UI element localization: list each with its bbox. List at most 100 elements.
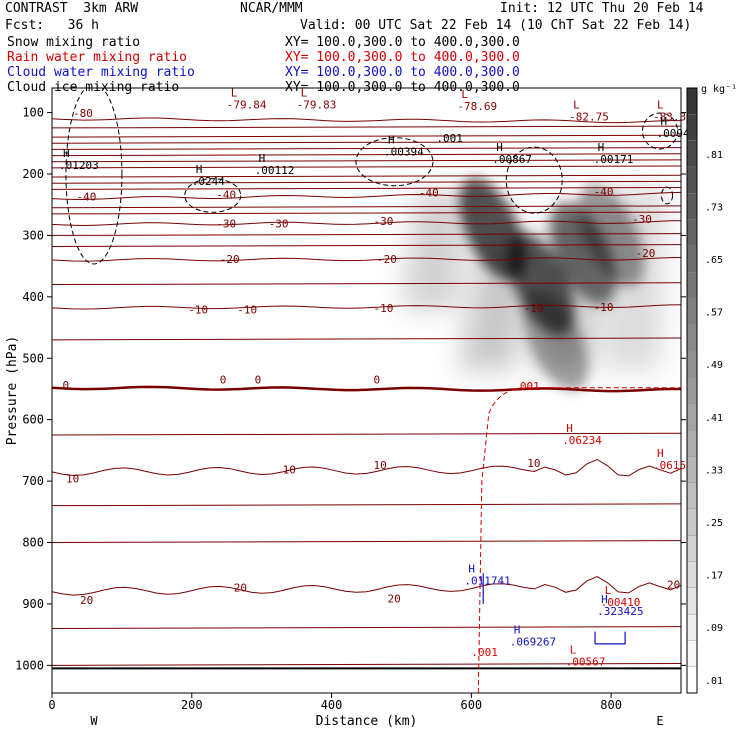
extrema-value: .01203 [59,159,99,172]
temperature-contour-minor [52,503,681,507]
temperature-contour-minor [52,540,681,544]
contour-label: 10 [527,457,540,470]
contour-label: -40 [216,189,236,202]
y-tick-label: 500 [22,351,44,365]
contour-label: -30 [269,217,289,230]
extrema-value: .00567 [566,655,606,668]
legend-snow-label: Snow mixing ratio [7,35,141,50]
temperature-contour [52,304,681,310]
y-tick-label: 1000 [15,658,44,672]
colorbar-swatch [686,587,698,615]
extrema-value: .00394 [384,146,424,159]
y-tick-label: 100 [22,106,44,120]
temperature-contour [52,385,681,393]
extrema-kind: L [570,643,577,656]
extrema-kind: L [573,99,580,112]
forecast-hour: Fcst: 36 h [5,18,99,33]
y-tick-label: 700 [22,474,44,488]
temperature-contour [52,257,681,262]
temperature-contour-minor [52,153,681,157]
temperature-contour-minor [52,205,681,209]
contour-label: 20 [667,579,680,592]
extrema-kind: H [196,163,203,176]
colorbar-swatch [686,350,698,378]
colorbar-label: .01 [705,676,723,687]
contour-label: 20 [387,593,400,606]
colorbar-label: .49 [705,360,723,371]
extrema-kind: H [601,593,608,606]
colorbar-swatch [686,166,698,194]
extrema-kind: H [63,147,70,160]
temperature-contour-minor [52,159,681,163]
temperature-contour-minor [52,125,681,129]
colorbar-label: .41 [705,413,723,424]
colorbar-label: .81 [705,150,723,161]
cloud-ice-contour [65,88,123,265]
colorbar-swatch [686,535,698,562]
extrema-value: -82.75 [569,111,609,124]
temperature-contour-minor [52,282,681,286]
colorbar-label: .25 [705,518,723,529]
extrema-kind: H [259,152,266,165]
colorbar-unit: g kg⁻¹ [701,84,737,95]
temperature-contour-minor [52,244,681,247]
temperature-contour [52,458,681,477]
cloud-ice-contour [184,178,242,213]
contour-label: -30 [632,213,652,226]
cloud-ice-contour [505,146,563,214]
x-axis-title: Distance (km) [316,714,418,729]
contour-label: -10 [373,302,393,315]
contour-label: -20 [636,247,656,260]
temperature-contour-minor [52,165,681,169]
temperature-contour [52,220,681,227]
x-tick-label: 600 [460,698,482,712]
legend-rain-xy: XY= 100.0,300.0 to 400.0,300.0 [285,50,520,65]
extrema-value: .0244 [192,175,225,188]
temperature-contour [52,576,681,596]
extrema-kind: H [657,447,664,460]
hydrometeor-overlays [65,88,681,693]
contour-label: 10 [283,464,296,477]
y-tick-label: 300 [22,228,44,242]
extrema-kind: H [468,562,475,575]
colorbar-swatch [686,613,698,641]
extrema-value: .0094 [657,127,690,140]
extrema-value: .011741 [464,574,510,587]
cloud-ice-contour [355,137,434,187]
legend-rain-label: Rain water mixing ratio [7,50,188,65]
x-tick-label: 800 [600,698,622,712]
colorbar-swatch [686,298,698,325]
extrema-kind: L [461,88,468,101]
colorbar-swatch [686,87,698,115]
extrema-kind: H [661,115,668,128]
extrema-kind: L [301,86,308,99]
extrema-kind: L [657,99,664,112]
temperature-contour-minor [52,140,681,144]
x-tick-label: 400 [321,698,343,712]
valid-time: Valid: 00 UTC Sat 22 Feb 14 (10 ChT Sat … [300,18,692,33]
contour-label: -10 [594,301,614,314]
colorbar-label: .57 [705,308,723,319]
contour-label: -40 [419,187,439,200]
colorbar-swatch [686,114,698,141]
snow-shading [401,178,668,391]
contour-value-label: .001 [436,132,463,145]
legend-snow-xy: XY= 100.0,300.0 to 400.0,300.0 [285,35,520,50]
snow-cores [459,178,645,391]
extrema-kind: H [496,141,503,154]
temperature-contour-minor [52,663,681,666]
contour-value-label: .001 [513,380,540,393]
extrema-value: .00171 [594,153,634,166]
colorbar: .01 .09 .17 .25 .33 .41 .49 .57 .65 .73 .81 g kg⁻¹ [686,84,737,694]
extrema-kind: H [514,624,521,637]
colorbar-label: .33 [705,465,723,476]
institution-label: NCAR/MMM [240,1,303,16]
contour-label: -40 [76,190,96,203]
plot-frame [51,87,682,694]
extrema-kind: L [231,86,238,99]
colorbar-swatch [686,561,698,588]
rain-water-contour [477,387,681,693]
temperature-contour [52,191,681,201]
